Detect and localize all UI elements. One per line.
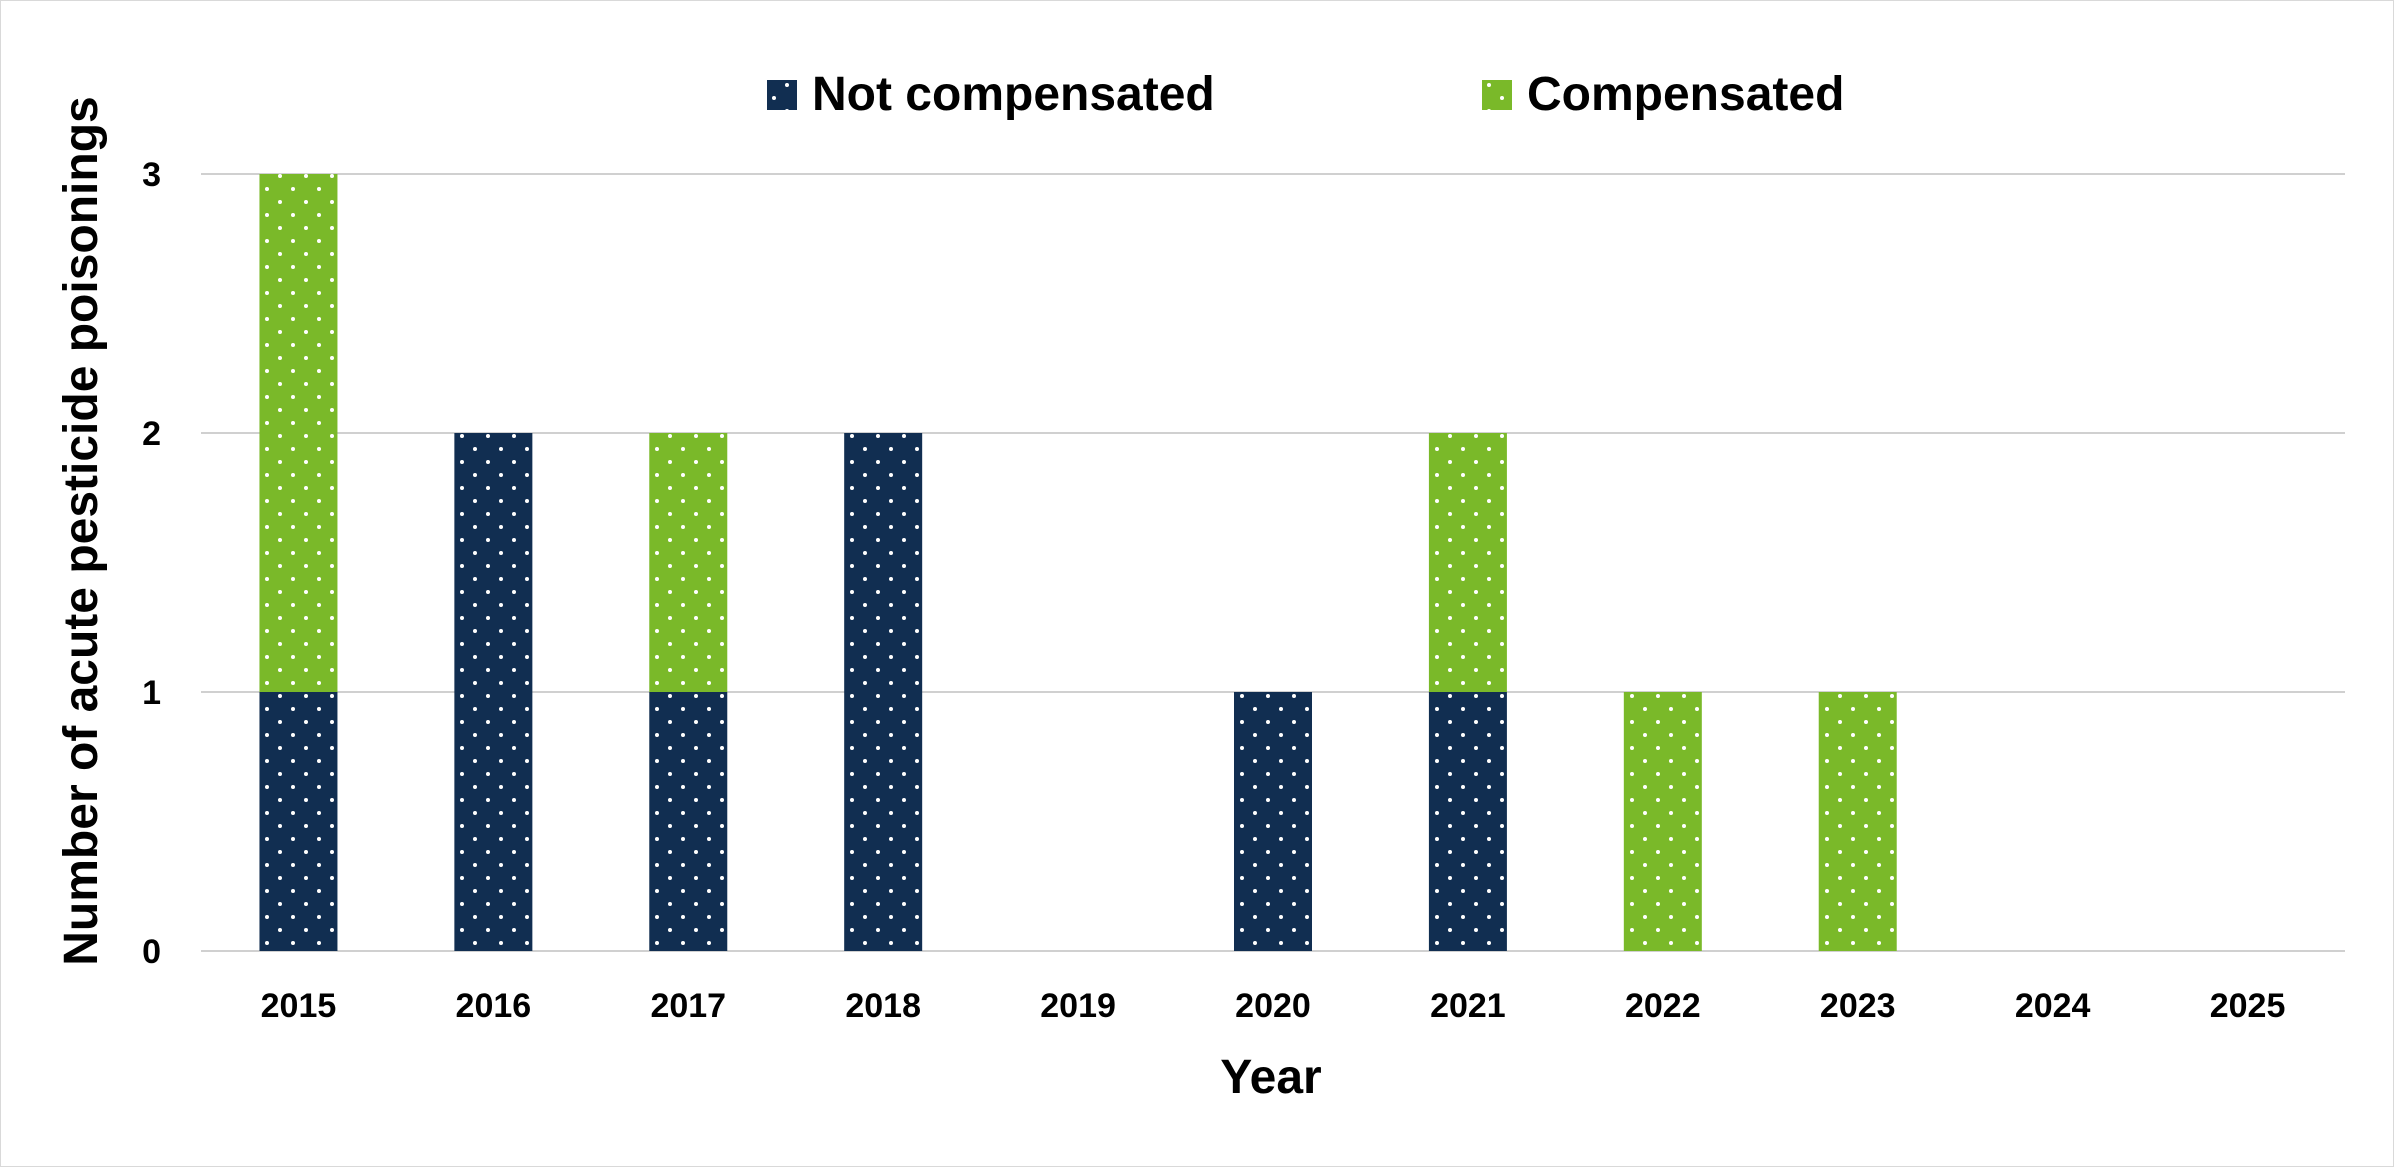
y-tick-label: 1 xyxy=(142,674,161,712)
bar-not-compensated-2018 xyxy=(844,433,923,951)
bar-compensated-2017 xyxy=(649,433,728,692)
bars xyxy=(259,174,1897,951)
x-tick-label: 2018 xyxy=(845,987,921,1025)
x-tick-label: 2023 xyxy=(1820,987,1896,1025)
x-tick-label: 2024 xyxy=(2015,987,2091,1025)
y-tick-label: 3 xyxy=(142,156,161,194)
x-tick-label: 2016 xyxy=(456,987,532,1025)
x-axis-title: Year xyxy=(1220,1051,1321,1104)
bar-not-compensated-2015 xyxy=(259,692,338,951)
x-tick-label: 2015 xyxy=(261,987,337,1025)
bar-compensated-2022 xyxy=(1623,692,1702,951)
bar-not-compensated-2017 xyxy=(649,692,728,951)
y-tick-labels: 0 1 2 3 xyxy=(142,156,161,971)
x-tick-label: 2025 xyxy=(2210,987,2286,1025)
bar-not-compensated-2021 xyxy=(1428,692,1507,951)
y-tick-label: 2 xyxy=(142,415,161,453)
legend-swatch xyxy=(1482,80,1512,110)
bar-not-compensated-2016 xyxy=(454,433,533,951)
bar-compensated-2021 xyxy=(1428,433,1507,692)
legend-label: Not compensated xyxy=(812,68,1215,121)
bar-compensated-2015 xyxy=(259,174,338,692)
bar-compensated-2023 xyxy=(1818,692,1897,951)
x-tick-labels: 2015 2016 2017 2018 2019 2020 2021 2022 2023 2024… xyxy=(261,987,2286,1025)
x-tick-label: 2021 xyxy=(1430,987,1506,1025)
legend-label: Compensated xyxy=(1527,68,1844,121)
legend: Not compensated Compensated xyxy=(767,68,1844,121)
x-tick-label: 2020 xyxy=(1235,987,1311,1025)
x-tick-label: 2019 xyxy=(1040,987,1116,1025)
legend-swatch xyxy=(767,80,797,110)
y-axis-title: Number of acute pesticide poisonings xyxy=(55,96,108,965)
y-tick-label: 0 xyxy=(142,933,161,971)
x-tick-label: 2022 xyxy=(1625,987,1701,1025)
bar-not-compensated-2020 xyxy=(1234,692,1312,951)
x-tick-label: 2017 xyxy=(650,987,726,1025)
